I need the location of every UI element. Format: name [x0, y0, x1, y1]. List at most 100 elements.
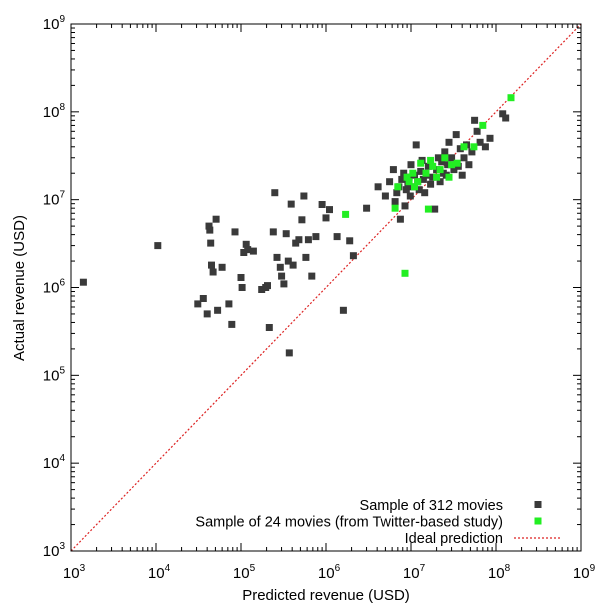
movie-point [486, 134, 494, 142]
movie-point [434, 154, 442, 162]
movie-point [284, 257, 292, 265]
twitter-study-point [409, 169, 417, 177]
twitter-study-point [429, 162, 437, 170]
ideal-prediction-line [71, 24, 581, 551]
movie-point [481, 143, 489, 151]
movie-point [209, 268, 217, 276]
movie-point [412, 141, 420, 149]
movie-point [258, 286, 266, 293]
movie-point [237, 274, 245, 281]
movie-point [333, 233, 341, 241]
movie-point [460, 154, 468, 162]
movie-point [265, 324, 273, 331]
movie-point [444, 161, 452, 169]
legend-label: Sample of 312 movies [360, 498, 503, 514]
movie-point [312, 233, 320, 241]
movie-point [207, 239, 215, 247]
movie-point [458, 171, 466, 179]
movie-point [381, 192, 389, 200]
x-tick-label: 107 [403, 563, 426, 582]
movie-point [349, 252, 357, 260]
movie-point [468, 148, 476, 156]
movie-point [389, 166, 397, 174]
movie-point [214, 306, 222, 314]
movie-point [407, 161, 415, 169]
movie-point [308, 272, 316, 280]
y-tick-label: 104 [43, 453, 66, 472]
y-tick-label: 107 [43, 190, 66, 209]
twitter-study-point [414, 178, 422, 186]
twitter-study-point [417, 159, 425, 167]
movie-point [396, 215, 404, 223]
movie-point [441, 148, 449, 156]
y-tick-label: 105 [43, 365, 66, 384]
movie-point [300, 192, 308, 200]
legend-label: Ideal prediction [405, 531, 503, 547]
movie-point [421, 189, 429, 197]
x-tick-label: 106 [318, 563, 341, 582]
movie-point [218, 263, 226, 271]
twitter-study-point [460, 143, 468, 151]
x-tick-label: 103 [63, 563, 86, 582]
movie-point [244, 246, 252, 254]
movie-point [285, 349, 293, 357]
legend-marker [534, 517, 542, 525]
twitter-study-point [441, 154, 449, 162]
movie-point [393, 189, 401, 197]
x-axis-title: Predicted revenue (USD) [242, 587, 410, 604]
movie-point [473, 127, 481, 135]
twitter-study-point [453, 159, 461, 167]
movie-point [249, 247, 257, 255]
movie-point [436, 178, 444, 186]
y-tick-label: 109 [43, 14, 66, 33]
movie-point [465, 161, 473, 169]
twitter-study-point [445, 173, 453, 181]
movie-point [280, 280, 288, 288]
y-tick-label: 103 [43, 541, 66, 560]
movie-point [206, 226, 214, 234]
movie-point [79, 278, 87, 286]
movie-point [298, 216, 306, 224]
movie-point [282, 230, 290, 238]
movie-point [276, 263, 284, 271]
twitter-study-point [507, 94, 515, 102]
movie-point [278, 272, 286, 280]
twitter-study-point [470, 143, 478, 151]
movie-point [154, 242, 162, 250]
legend-label: Sample of 24 movies (from Twitter-based … [195, 515, 503, 531]
movie-point [318, 201, 326, 208]
y-tick-label: 106 [43, 278, 66, 297]
twitter-study-point [394, 183, 402, 191]
movie-point [240, 249, 248, 256]
twitter-study-point [391, 204, 399, 212]
movie-point [205, 222, 213, 230]
twitter-study-point [427, 156, 435, 164]
movie-point [203, 310, 211, 318]
movie-point [402, 186, 410, 194]
movie-point [346, 237, 354, 245]
movie-point [322, 214, 330, 222]
movie-point [400, 169, 408, 177]
movie-point [398, 175, 406, 183]
legend-marker [534, 501, 542, 508]
twitter-study-point [424, 205, 432, 213]
movie-point [429, 173, 437, 181]
movie-point [269, 228, 277, 236]
twitter-study-point [342, 210, 350, 218]
movie-point [419, 175, 427, 183]
movie-point [264, 282, 271, 290]
movie-point [339, 306, 347, 314]
movie-point [212, 215, 220, 223]
y-axis-title: Actual revenue (USD) [11, 215, 28, 361]
movie-point [476, 138, 484, 146]
movie-point [199, 295, 207, 302]
movie-point [225, 300, 233, 308]
movie-point [499, 110, 507, 118]
movie-point [431, 205, 439, 213]
movie-point [271, 189, 279, 197]
x-tick-label: 104 [148, 563, 171, 582]
twitter-study-point [479, 121, 487, 129]
movie-point [363, 204, 371, 212]
movie-point [228, 320, 236, 328]
